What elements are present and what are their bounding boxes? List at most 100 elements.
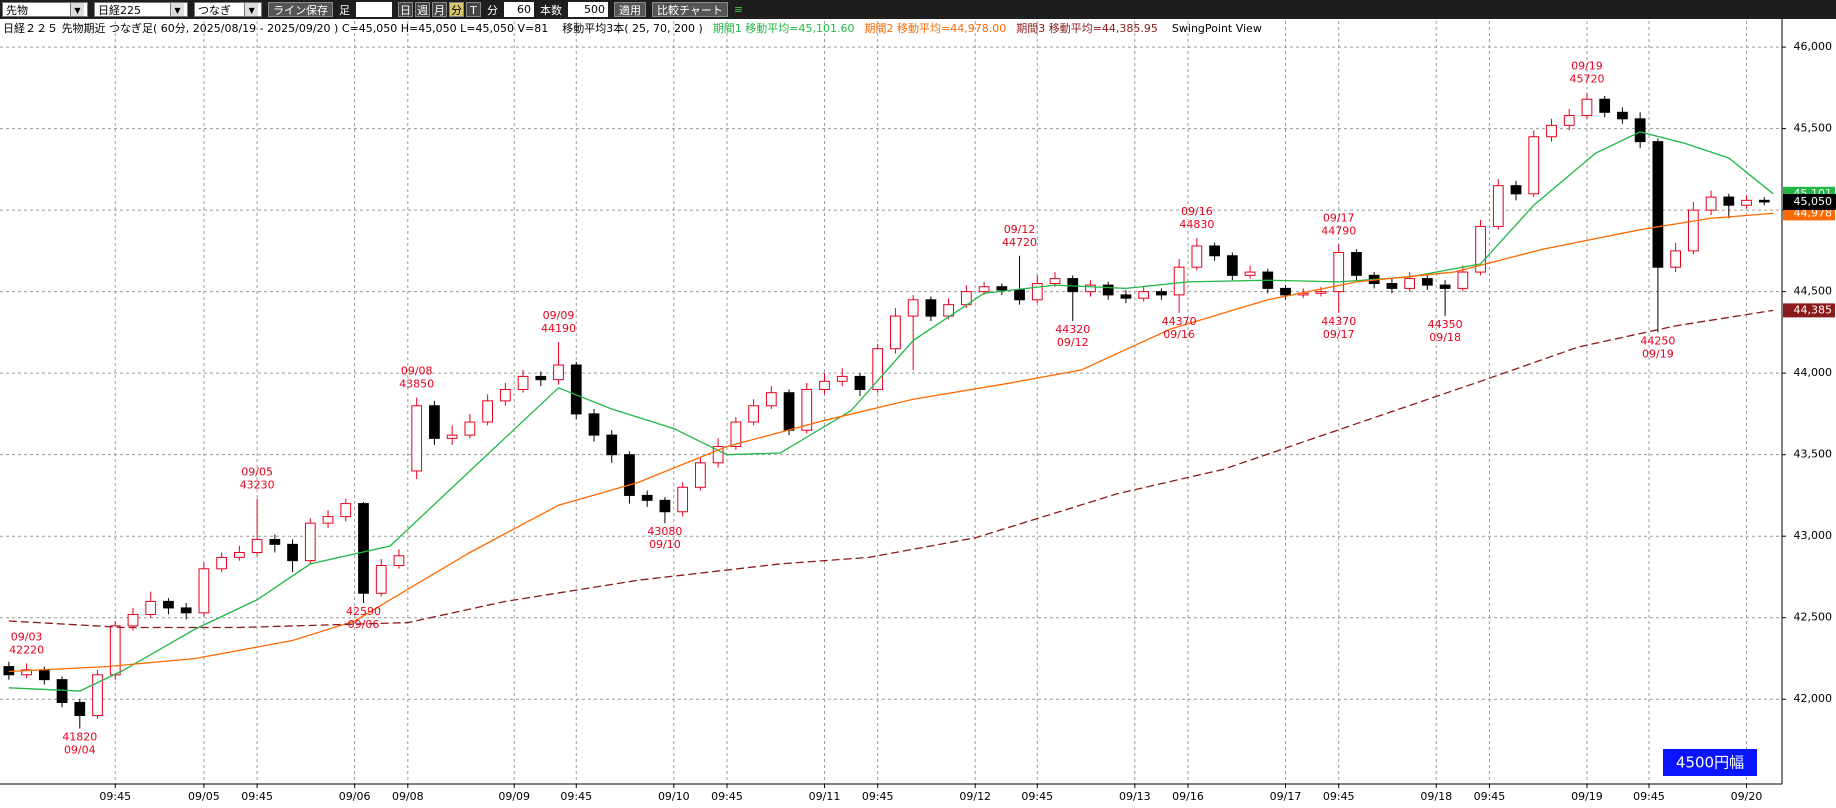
menu-icon[interactable]: ≡: [733, 3, 744, 16]
candle-body: [1723, 196, 1735, 206]
candle-body: [1102, 284, 1114, 296]
candle-body: [730, 421, 742, 448]
label: つなぎ足: [198, 4, 231, 32]
ma-value-tag: [1783, 303, 1835, 318]
swing-label: 42590: [346, 605, 381, 618]
symbol-select[interactable]: 日経225 ▼: [94, 2, 188, 17]
swing-label: 09/12: [1057, 336, 1089, 349]
x-tick-label: 09/05: [188, 790, 220, 803]
candle-body: [712, 446, 724, 464]
candle-body: [1120, 294, 1132, 299]
view-label: SwingPoint View: [1172, 22, 1262, 35]
x-tick-label: 09:45: [1633, 790, 1665, 803]
candle-body: [1404, 278, 1416, 289]
y-tick-label: 43,500: [1794, 448, 1833, 461]
candle-body: [783, 392, 795, 431]
candle-body: [1705, 196, 1717, 211]
candle-body: [748, 405, 759, 423]
period-button[interactable]: 日: [398, 2, 413, 17]
y-tick-label: 42,000: [1794, 692, 1833, 705]
candle-body: [1599, 98, 1611, 113]
swing-label: 09/18: [1429, 331, 1461, 344]
candle-body: [21, 669, 32, 676]
y-tick-label: 45,500: [1794, 122, 1833, 135]
swing-label: 09/03: [11, 630, 43, 643]
candle-body: [659, 499, 671, 513]
count-input[interactable]: 500: [568, 2, 608, 17]
swing-label: 44830: [1179, 218, 1214, 231]
x-tick-label: 09/20: [1731, 790, 1763, 803]
save-line-button[interactable]: ライン保存: [268, 2, 333, 17]
candle-body: [145, 600, 157, 615]
compare-button[interactable]: 比較チャート: [652, 2, 728, 17]
ma-value-label: 44,385: [1794, 303, 1833, 316]
candle-body: [1528, 136, 1540, 195]
x-tick-label: 09:45: [1474, 790, 1506, 803]
swing-label: 09/04: [64, 744, 96, 757]
last-price-label: 45,050: [1794, 195, 1833, 208]
candle-body: [836, 375, 848, 382]
apply-button[interactable]: 適用: [614, 2, 646, 17]
swing-label: 09/19: [1571, 60, 1603, 73]
candle-body: [641, 494, 653, 501]
swing-label: 09/10: [649, 538, 681, 551]
swing-label: 44250: [1640, 334, 1675, 347]
candle-body: [677, 486, 689, 513]
candle-body: [38, 669, 50, 681]
candle-body: [535, 375, 547, 381]
swing-label: 44720: [1002, 236, 1037, 249]
ma-line: [8, 309, 1774, 629]
interval-input[interactable]: 60: [504, 2, 534, 17]
candle-body: [1031, 282, 1043, 301]
candle-body: [1138, 291, 1150, 299]
period-button[interactable]: 週: [415, 2, 430, 17]
candle-body: [499, 388, 511, 402]
swing-label: 09/16: [1163, 328, 1195, 341]
swing-label: 41820: [62, 731, 97, 744]
chart-header: 日経２２５ 先物期近 つなぎ足( 60分, 2025/08/19 - 2025/…: [3, 21, 1262, 35]
legend-entry: 期間2 移動平均=44,978.00: [865, 21, 1007, 35]
y-tick-label: 42,500: [1794, 611, 1833, 624]
x-tick-label: 09:45: [862, 790, 894, 803]
swing-label: 09/17: [1323, 211, 1355, 224]
candle-body: [1333, 252, 1345, 293]
symbol-type-select[interactable]: 先物 ▼: [2, 2, 88, 17]
label: 日経225: [98, 4, 141, 17]
period-button[interactable]: 月: [432, 2, 447, 17]
period-button[interactable]: 分: [449, 2, 464, 17]
x-tick-label: 09:45: [560, 790, 592, 803]
ma-line: [8, 212, 1774, 673]
candle-body: [1014, 289, 1025, 301]
label: 先物: [6, 4, 28, 17]
period-button[interactable]: T: [466, 2, 481, 17]
candle-body: [1156, 291, 1167, 296]
candle-body: [1209, 245, 1220, 257]
candle-body: [109, 625, 121, 676]
candle-body: [890, 315, 901, 350]
candle-body: [74, 701, 86, 717]
candle-body: [1173, 266, 1185, 296]
candle-body: [1386, 282, 1398, 289]
candle-body: [606, 434, 618, 456]
x-tick-label: 09/11: [809, 790, 841, 803]
candle-body: [1280, 287, 1291, 296]
candle-body: [765, 392, 777, 407]
swing-label: 44190: [541, 322, 576, 335]
legend-entry: 期間3 移動平均=44,385.95: [1016, 21, 1158, 35]
candle-body: [695, 462, 706, 488]
candle-body: [553, 364, 564, 381]
candle-body: [872, 348, 884, 390]
candle-body: [1546, 124, 1557, 138]
chart-kind-select[interactable]: つなぎ足▼: [194, 2, 262, 32]
candle-body: [1085, 284, 1096, 293]
x-tick-label: 09/16: [1172, 790, 1204, 803]
candle-body: [517, 375, 529, 390]
x-tick-label: 09:45: [1323, 790, 1355, 803]
candle-body: [375, 565, 387, 594]
candle-body: [943, 304, 955, 317]
bar-input[interactable]: [356, 2, 392, 17]
swing-label: 09/16: [1181, 205, 1213, 218]
x-tick-label: 09:45: [711, 790, 743, 803]
